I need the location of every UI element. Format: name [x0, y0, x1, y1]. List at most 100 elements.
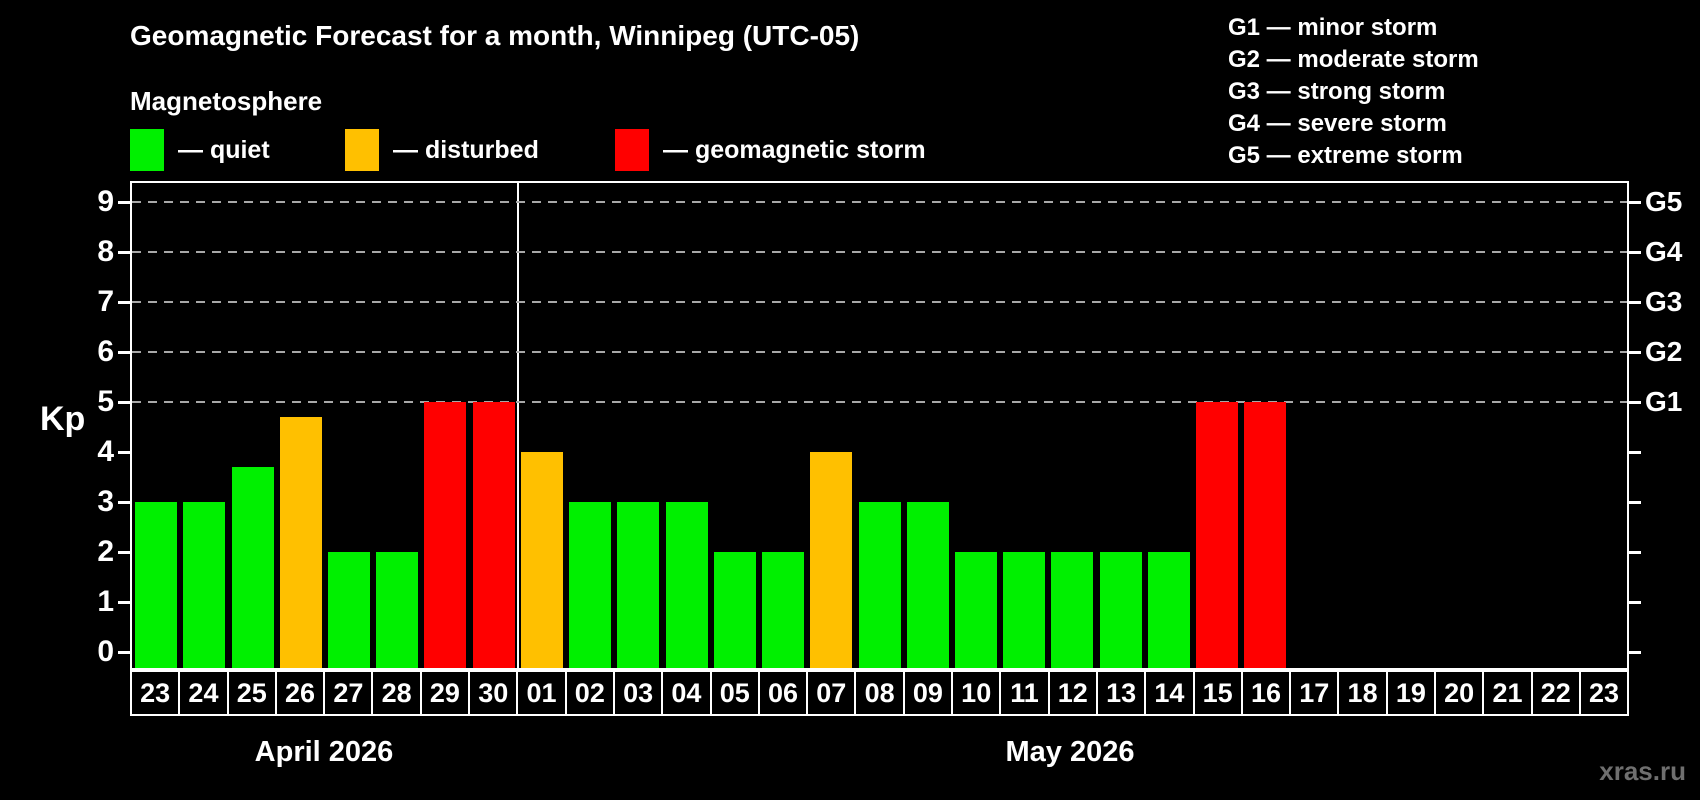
watermark: xras.ru — [1599, 756, 1686, 786]
legend-quiet-label: — quiet — [178, 135, 270, 164]
day-label: 08 — [854, 670, 905, 716]
legend-item-storm: — geomagnetic storm — [615, 128, 926, 172]
kp-bar-day-02 — [569, 502, 612, 668]
left-tick-kp0 — [118, 650, 130, 654]
day-label: 19 — [1385, 670, 1437, 716]
kp-bar-day-11 — [1003, 552, 1046, 668]
g-tick-label-g3: G3 — [1645, 286, 1683, 317]
gridline-kp9 — [132, 201, 1627, 203]
legend-item-disturbed: — disturbed — [345, 128, 539, 172]
day-label: 01 — [516, 670, 567, 716]
kp-bar-day-14 — [1147, 552, 1190, 668]
kp-bar-day-09 — [906, 502, 949, 668]
month-separator-line — [517, 183, 519, 668]
legend-storm-label: — geomagnetic storm — [663, 135, 926, 164]
day-label: 07 — [806, 670, 857, 716]
kp-bar-day-24 — [183, 502, 226, 668]
day-label: 25 — [226, 670, 277, 716]
day-label: 12 — [1047, 670, 1098, 716]
day-label: 16 — [1240, 670, 1292, 716]
day-label: 20 — [1434, 670, 1485, 716]
month-label-may: May 2026 — [1005, 736, 1135, 768]
y-tick-label-8: 8 — [97, 235, 114, 268]
day-label: 10 — [951, 670, 1002, 716]
right-tick-kp6 — [1629, 350, 1641, 354]
day-label: 15 — [1192, 670, 1243, 716]
y-tick-label-2: 2 — [97, 535, 114, 568]
left-tick-kp6 — [118, 350, 130, 354]
kp-bar-day-16 — [1244, 402, 1287, 668]
kp-bar-day-29 — [424, 402, 467, 668]
kp-bar-day-12 — [1051, 552, 1094, 668]
g-legend-line-g3: G3 — strong storm — [1228, 78, 1446, 105]
g-legend-line-g1: G1 — minor storm — [1228, 14, 1438, 41]
gridline-kp7 — [132, 301, 1627, 303]
kp-bar-day-30 — [472, 402, 515, 668]
day-label: 14 — [1144, 670, 1195, 716]
left-tick-kp1 — [118, 600, 130, 604]
y-tick-label-6: 6 — [97, 335, 114, 368]
g-tick-label-g4: G4 — [1645, 236, 1683, 267]
kp-bar-day-05 — [713, 552, 756, 668]
day-label: 22 — [1530, 670, 1581, 716]
left-tick-kp4 — [118, 450, 130, 454]
y-tick-label-7: 7 — [97, 285, 114, 318]
y-tick-label-5: 5 — [97, 385, 114, 418]
y-tick-label-4: 4 — [97, 435, 114, 468]
disturbed-color-swatch — [345, 129, 379, 171]
kp-bar-day-01 — [520, 452, 563, 668]
left-tick-kp8 — [118, 250, 130, 254]
kp-bar-day-15 — [1196, 402, 1239, 668]
day-label: 21 — [1482, 670, 1533, 716]
day-label: 02 — [564, 670, 615, 716]
storm-color-swatch — [615, 129, 649, 171]
kp-bar-day-10 — [954, 552, 997, 668]
day-label: 13 — [1095, 670, 1147, 716]
day-label: 28 — [371, 670, 422, 716]
left-tick-kp2 — [118, 550, 130, 554]
day-label: 09 — [902, 670, 954, 716]
gridline-kp6 — [132, 351, 1627, 353]
day-label: 06 — [757, 670, 809, 716]
kp-bar-day-03 — [617, 502, 660, 668]
right-tick-kp0 — [1629, 650, 1641, 654]
magnetosphere-label: Magnetosphere — [130, 86, 323, 116]
legend-item-quiet: — quiet — [130, 128, 270, 172]
y-tick-label-3: 3 — [97, 485, 114, 518]
day-label: 29 — [419, 670, 471, 716]
day-label: 11 — [999, 670, 1050, 716]
day-label: 24 — [178, 670, 229, 716]
g-legend-line-g5: G5 — extreme storm — [1228, 142, 1463, 169]
kp-bar-day-25 — [231, 467, 274, 668]
kp-bar-day-08 — [858, 502, 901, 668]
gridline-kp8 — [132, 251, 1627, 253]
left-tick-kp7 — [118, 300, 130, 304]
left-tick-kp9 — [118, 200, 130, 204]
y-tick-label-9: 9 — [97, 185, 114, 218]
right-tick-kp7 — [1629, 300, 1641, 304]
y-axis-title: Kp — [40, 400, 86, 438]
g-scale-legend: G1 — minor storm G2 — moderate storm G3 … — [1228, 12, 1479, 172]
y-tick-label-1: 1 — [97, 585, 114, 618]
day-label: 05 — [709, 670, 760, 716]
g-legend-line-g4: G4 — severe storm — [1228, 110, 1447, 137]
day-label: 17 — [1289, 670, 1340, 716]
day-label: 18 — [1337, 670, 1388, 716]
right-tick-kp9 — [1629, 200, 1641, 204]
legend-disturbed-label: — disturbed — [393, 135, 539, 164]
plot-frame: 0 1 2 3 4 5 6 7 8 9 G1 G2 G3 G4 G5 — [97, 181, 1682, 670]
g-tick-label-g1: G1 — [1645, 386, 1683, 417]
day-label: 23 — [1578, 670, 1630, 716]
right-tick-kp5 — [1629, 400, 1641, 404]
kp-bar-day-13 — [1099, 552, 1142, 668]
kp-bar-day-28 — [376, 552, 419, 668]
plot-area: 0 1 2 3 4 5 6 7 8 9 G1 G2 G3 G4 G5 — [97, 183, 1682, 668]
kp-bar-day-07 — [810, 452, 853, 668]
g-tick-label-g5: G5 — [1645, 186, 1683, 217]
page-title: Geomagnetic Forecast for a month, Winnip… — [130, 20, 860, 51]
kp-bar-day-26 — [279, 417, 322, 668]
day-label: 03 — [612, 670, 664, 716]
day-label: 27 — [323, 670, 374, 716]
day-label: 04 — [661, 670, 712, 716]
quiet-color-swatch — [130, 129, 164, 171]
